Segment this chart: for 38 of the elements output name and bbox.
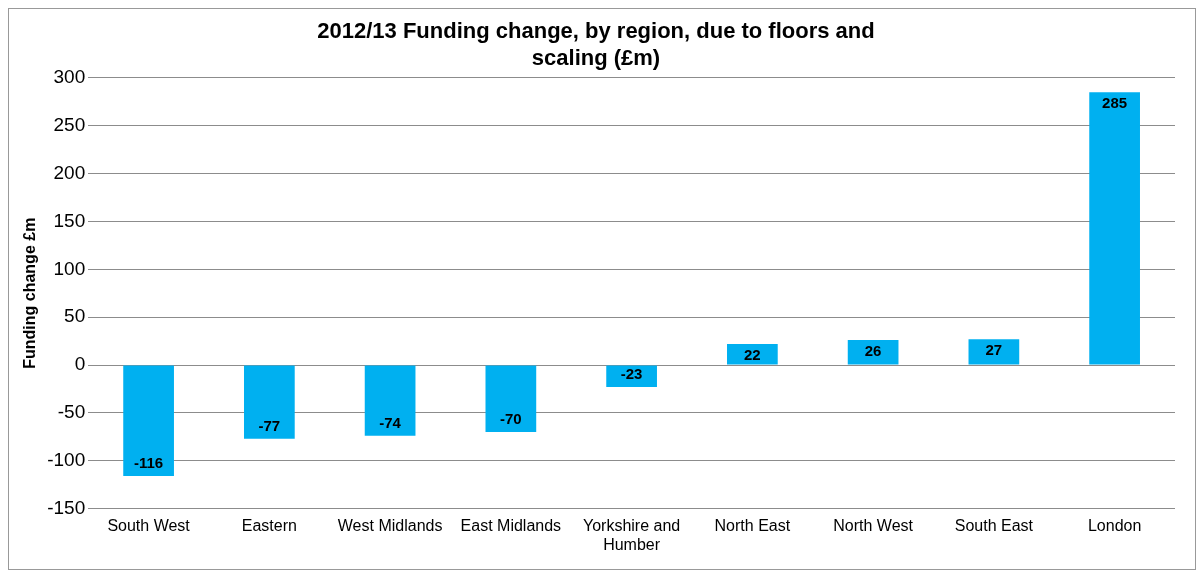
y-tick-label: 150 [53, 209, 86, 231]
bar [968, 339, 1020, 365]
x-tick-label: East Midlands [460, 516, 562, 534]
data-label: 22 [744, 346, 761, 364]
data-label: -23 [620, 365, 643, 383]
data-label: -77 [258, 416, 281, 434]
data-label: 27 [985, 341, 1003, 359]
data-label: -116 [134, 454, 164, 472]
y-tick-label: 200 [53, 161, 86, 183]
y-tick-label: 0 [74, 353, 86, 375]
x-tick-label: South West [107, 516, 191, 534]
x-tick-label: West Midlands [337, 516, 443, 534]
y-tick-label: 50 [64, 305, 86, 327]
x-tick-label: North West [833, 516, 914, 534]
data-label: -74 [379, 413, 402, 431]
data-label: -70 [500, 410, 522, 428]
bar [1089, 92, 1140, 365]
x-tick-label: South East [954, 516, 1034, 534]
bar [727, 343, 778, 365]
x-tick-label: Eastern [241, 516, 297, 534]
x-tick-label: London [1087, 516, 1142, 534]
bar [364, 365, 416, 436]
bar [485, 365, 537, 433]
y-axis-title: Funding change £m [21, 217, 39, 369]
y-tick-label: 250 [53, 113, 86, 135]
bar [847, 340, 899, 365]
data-label: 285 [1102, 94, 1128, 112]
data-label: 26 [864, 342, 882, 360]
y-tick-label: -150 [47, 496, 86, 518]
bar [244, 365, 295, 439]
x-tick-label: North East [714, 516, 791, 534]
y-tick-label: -50 [57, 401, 86, 423]
chart-title: 2012/13 Funding change, by region, due to floors and scaling (£m) [317, 18, 875, 70]
y-tick-label: -100 [47, 448, 86, 470]
x-tick-label: Yorkshire and Humber [582, 516, 681, 553]
y-tick-label: 300 [53, 66, 86, 88]
y-tick-label: 100 [53, 257, 86, 279]
bar [123, 365, 174, 477]
